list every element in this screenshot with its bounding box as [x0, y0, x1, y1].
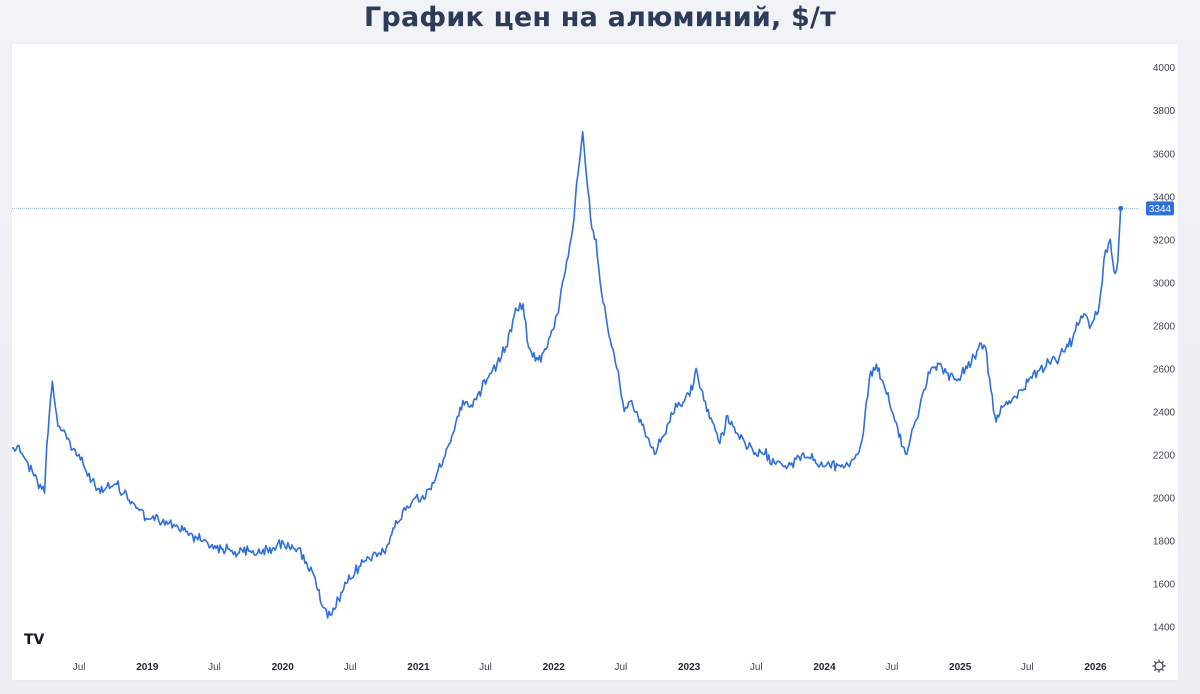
gear-icon-tooth — [1153, 668, 1157, 672]
y-tick-label: 2000 — [1153, 493, 1176, 504]
y-tick-label: 2600 — [1153, 364, 1176, 375]
page-title: График цен на алюминий, $/т — [364, 2, 836, 33]
gear-icon-tooth — [1153, 660, 1157, 664]
series-line-aluminium[interactable] — [12, 130, 1122, 619]
x-tick-label-month: Jul — [208, 662, 221, 673]
y-tick-label: 1800 — [1153, 536, 1176, 547]
current-price-label-text: 3344 — [1149, 204, 1172, 215]
gear-icon-tooth — [1161, 668, 1165, 672]
gear-icon-tooth — [1161, 660, 1165, 664]
x-tick-label-year: 2021 — [407, 662, 430, 673]
y-tick-label: 1400 — [1153, 622, 1176, 633]
x-tick-label-month: Jul — [614, 662, 627, 673]
price-chart[interactable]: 1400 1600 1800 2000 2200 2400 2600 2800 3000 3200… — [12, 44, 1178, 680]
y-tick-label: 3400 — [1153, 192, 1176, 203]
x-tick-label-month: Jul — [1021, 662, 1034, 673]
tradingview-logo-icon[interactable]: TV — [24, 632, 45, 648]
x-tick-label-year: 2026 — [1084, 662, 1107, 673]
x-tick-label-month: Jul — [479, 662, 492, 673]
x-axis: Jul 2019 Jul 2020 Jul 2021 Jul 2022 Jul 2023 Jul 20… — [73, 662, 1107, 673]
y-tick-label: 2400 — [1153, 407, 1176, 418]
x-tick-label-month: Jul — [750, 662, 763, 673]
chart-card[interactable]: 1400 1600 1800 2000 2200 2400 2600 2800 3000 3200… — [12, 44, 1178, 680]
x-tick-label-month: Jul — [344, 662, 357, 673]
x-tick-label-year: 2024 — [813, 662, 836, 673]
x-tick-label-month: Jul — [886, 662, 899, 673]
x-tick-label-year: 2019 — [136, 662, 159, 673]
x-tick-label-year: 2020 — [272, 662, 295, 673]
logo-glyph: TV — [24, 632, 45, 648]
y-tick-label: 2200 — [1153, 450, 1176, 461]
current-price-label-bg — [1146, 201, 1174, 216]
y-tick-label: 2800 — [1153, 321, 1176, 332]
y-tick-label: 3000 — [1153, 278, 1176, 289]
y-tick-label: 3200 — [1153, 235, 1176, 246]
y-tick-label: 4000 — [1153, 63, 1176, 74]
x-tick-label-year: 2025 — [949, 662, 972, 673]
last-price-dot — [1118, 205, 1124, 211]
y-axis: 1400 1600 1800 2000 2200 2400 2600 2800 3000 3200… — [1153, 63, 1176, 633]
y-tick-label: 3800 — [1153, 106, 1176, 117]
x-tick-label-month: Jul — [73, 662, 86, 673]
gear-icon[interactable] — [1152, 659, 1166, 673]
y-tick-label: 3600 — [1153, 149, 1176, 160]
x-tick-label-year: 2023 — [678, 662, 701, 673]
gear-icon-ring — [1154, 661, 1164, 671]
x-tick-label-year: 2022 — [543, 662, 566, 673]
current-price-label: 3344 — [1146, 201, 1174, 216]
y-tick-label: 1600 — [1153, 579, 1176, 590]
